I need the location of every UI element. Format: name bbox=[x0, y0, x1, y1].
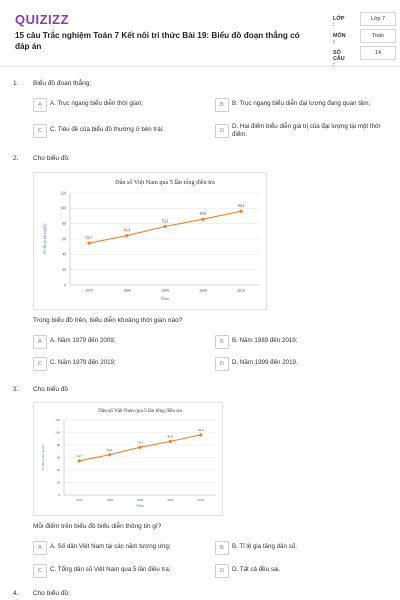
data-label: 64,4 bbox=[107, 448, 113, 453]
page-header: QUIZIZZ 15 câu Trắc nghiệm Toán 7 Kết nố… bbox=[0, 0, 400, 68]
line-chart: Dân số Việt Nam qua 5 lần tổng điều tra 0… bbox=[43, 179, 260, 301]
data-point bbox=[77, 459, 81, 463]
x-tick-label: 2019 bbox=[237, 289, 245, 293]
meta-value: Toán bbox=[360, 29, 396, 43]
x-tick-label: 2019 bbox=[198, 498, 205, 502]
data-label: 85,8 bbox=[200, 212, 207, 217]
option-key: D bbox=[215, 564, 229, 578]
chart-title: Dân số Việt Nam qua 5 lần tổng điều tra bbox=[115, 179, 215, 186]
meta-label: SỐ CÂU : bbox=[333, 50, 345, 68]
option-key: A bbox=[33, 98, 47, 112]
y-tick-label: 120 bbox=[55, 418, 60, 422]
page-title: 15 câu Trắc nghiệm Toán 7 Kết nối tri th… bbox=[15, 31, 300, 51]
quizizz-logo[interactable]: QUIZIZZ bbox=[15, 12, 70, 27]
data-point bbox=[138, 445, 142, 449]
y-axis-label: Số dân (triệu người) bbox=[41, 445, 45, 471]
y-tick-label: 80 bbox=[57, 443, 61, 447]
x-tick-label: 1999 bbox=[137, 498, 144, 502]
option-text: C. Tiêu đề của biểu đồ thường ở bên trái… bbox=[50, 126, 164, 133]
chart-title: Dân số Việt Nam qua 5 lần tổng điều tra bbox=[98, 407, 182, 414]
data-label: 96,2 bbox=[238, 204, 245, 209]
question-followup: Mỗi điểm trên biểu đồ biểu diễn thông ti… bbox=[33, 523, 162, 530]
data-label: 64,4 bbox=[124, 229, 131, 234]
option-text: D. Tất cả đều sai. bbox=[232, 566, 281, 573]
option-text: B. Trục ngang biểu diễn đại lượng đang q… bbox=[232, 100, 371, 107]
y-tick-label: 100 bbox=[60, 207, 66, 211]
meta-label: MÔN : bbox=[333, 33, 346, 45]
question-followup: Trong biểu đồ trên, biểu diễn khoảng thờ… bbox=[33, 317, 183, 324]
chart-population-2: Dân số Việt Nam qua 5 lần tổng điều tra 0… bbox=[33, 402, 223, 516]
y-tick-label: 20 bbox=[57, 481, 61, 485]
y-tick-label: 80 bbox=[62, 222, 66, 226]
line-chart: Dân số Việt Nam qua 5 lần tổng điều tra 0… bbox=[41, 407, 216, 508]
option-text: A. Số dân Việt Nam tại các năm tương ứng… bbox=[50, 543, 171, 550]
meta-value: 14 bbox=[360, 46, 396, 60]
y-tick-label: 20 bbox=[62, 268, 66, 272]
x-tick-label: 1999 bbox=[161, 289, 169, 293]
x-tick-label: 2009 bbox=[167, 498, 174, 502]
x-tick-label: 2009 bbox=[199, 289, 207, 293]
y-tick-label: 60 bbox=[57, 456, 61, 460]
option-key: A bbox=[33, 541, 47, 555]
data-label: 96,2 bbox=[198, 428, 204, 433]
option-key: A bbox=[33, 335, 47, 349]
option-text: C. Năm 1979 đến 2019; bbox=[50, 359, 116, 366]
option-key: D bbox=[215, 357, 229, 371]
x-axis-label: Năm bbox=[137, 504, 144, 508]
y-axis-label: Số dân (triệu người) bbox=[43, 223, 47, 254]
option-text: A. Năm 1979 đến 2009; bbox=[50, 337, 116, 344]
question-number: 1. bbox=[13, 80, 19, 87]
y-tick-label: 100 bbox=[55, 431, 60, 435]
data-point bbox=[168, 439, 172, 443]
meta-value: Lớp 7 bbox=[360, 12, 396, 26]
chart-population-1: Dân số Việt Nam qua 5 lần tổng điều tra 0… bbox=[33, 172, 267, 310]
question-number: 2. bbox=[13, 155, 19, 162]
option-text: C. Tổng dân số Việt Nam qua 5 lần điều t… bbox=[50, 566, 171, 573]
question-text: Cho biểu đồ: bbox=[33, 590, 70, 597]
data-label: 54,7 bbox=[86, 236, 93, 241]
data-label: 54,7 bbox=[76, 454, 82, 459]
y-tick-label: 60 bbox=[62, 237, 66, 241]
data-point bbox=[87, 241, 91, 245]
option-key: C bbox=[33, 564, 47, 578]
data-point bbox=[199, 433, 203, 437]
question-text: Cho biểu đồ bbox=[33, 386, 69, 393]
option-key: C bbox=[33, 357, 47, 371]
x-axis-label: Năm bbox=[161, 296, 170, 301]
question-text: Biểu đồ đoạn thẳng: bbox=[33, 80, 92, 87]
option-text: D. Hai điểm biểu diễn giá trị của đại lư… bbox=[232, 123, 381, 138]
x-tick-label: 1989 bbox=[123, 289, 131, 293]
option-key: D bbox=[215, 124, 229, 138]
option-key: B bbox=[215, 335, 229, 349]
option-text: B. Năm 1989 đến 2019; bbox=[232, 337, 298, 344]
data-point bbox=[239, 209, 243, 213]
y-tick-label: 0 bbox=[58, 493, 60, 497]
option-text: B. Tỉ lệ gia tăng dân số; bbox=[232, 543, 297, 550]
x-tick-label: 1979 bbox=[85, 289, 93, 293]
option-key: B bbox=[215, 98, 229, 112]
question-number: 4. bbox=[13, 590, 19, 597]
y-tick-label: 40 bbox=[62, 253, 66, 257]
data-point bbox=[201, 217, 205, 221]
option-key: B bbox=[215, 541, 229, 555]
x-tick-label: 1979 bbox=[76, 498, 83, 502]
data-label: 76,3 bbox=[162, 220, 169, 225]
data-label: 76,3 bbox=[137, 440, 143, 445]
option-text: A. Trục ngang biểu diễn thời gian; bbox=[50, 100, 143, 107]
data-point bbox=[125, 234, 129, 238]
data-point bbox=[108, 453, 112, 457]
y-tick-label: 40 bbox=[57, 468, 61, 472]
question-text: Cho biểu đồ: bbox=[33, 155, 70, 162]
x-tick-label: 1989 bbox=[106, 498, 113, 502]
option-text: D. Năm 1999 đến 2019. bbox=[232, 359, 298, 366]
option-key: C bbox=[33, 124, 47, 138]
data-label: 85,8 bbox=[168, 434, 174, 439]
y-tick-label: 120 bbox=[60, 191, 66, 195]
y-tick-label: 0 bbox=[64, 283, 66, 287]
question-number: 3. bbox=[13, 386, 19, 393]
data-point bbox=[163, 224, 167, 229]
meta-label: LỚP : bbox=[333, 16, 345, 28]
